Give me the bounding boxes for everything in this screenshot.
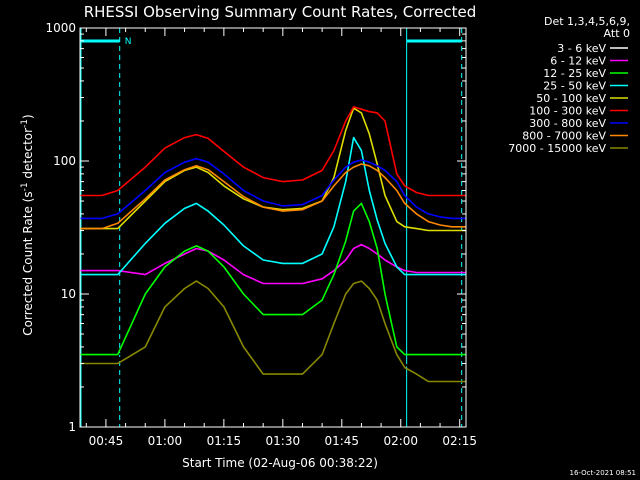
legend-entry-label: 3 - 6 keV <box>557 42 606 55</box>
series-line-25-50-kev <box>80 136 466 276</box>
legend-entry-label: 25 - 50 keV <box>543 80 606 93</box>
x-tick-label: 01:00 <box>148 434 183 448</box>
legend-entry-label: 50 - 100 keV <box>536 92 606 105</box>
series-lines <box>80 106 466 383</box>
y-axis-label-main: Corrected Count Rate (s <box>21 191 35 335</box>
series-line-12-25-kev <box>80 202 466 356</box>
x-tick-label: 00:45 <box>89 434 124 448</box>
y-tick-label: 10 <box>61 287 76 301</box>
legend-entry-label: 6 - 12 keV <box>550 55 606 68</box>
y-axis-label-sup2: -1 <box>20 119 30 128</box>
night-label: N <box>125 37 132 47</box>
y-tick-label: 1 <box>68 420 76 434</box>
chart-title: RHESSI Observing Summary Count Rates, Co… <box>84 3 477 21</box>
y-axis-label-end: ) <box>21 114 35 119</box>
legend-entry-label: 12 - 25 keV <box>543 67 606 80</box>
y-axis: 1 10 100 1000 <box>45 21 466 434</box>
x-tick-label: 01:15 <box>207 434 242 448</box>
legend-entry-label: 800 - 7000 keV <box>522 130 606 143</box>
series-line-300-800-kev <box>80 157 466 220</box>
legend-entry-label: 300 - 800 keV <box>529 117 606 130</box>
series-line-50-100-kev <box>80 107 466 232</box>
legend-header-line-2: Att 0 <box>604 27 630 40</box>
y-axis-label-sup1: -1 <box>20 182 30 191</box>
legend-entry-label: 100 - 300 keV <box>529 105 606 118</box>
x-tick-label: 02:15 <box>442 434 477 448</box>
x-axis: 00:45 01:00 01:15 01:30 01:45 02:00 02:15 <box>85 28 477 448</box>
y-axis-label-mid: detector <box>21 128 35 183</box>
series-line-7000-15000-kev <box>80 280 466 383</box>
plot-frame <box>79 27 467 428</box>
x-tick-label: 02:00 <box>383 434 418 448</box>
x-axis-label: Start Time (02-Aug-06 00:38:22) <box>182 456 378 470</box>
footer-timestamp: 16-Oct-2021 08:51 <box>570 469 636 477</box>
y-tick-label: 1000 <box>45 21 76 35</box>
x-tick-label: 01:30 <box>266 434 301 448</box>
x-tick-label: 01:45 <box>324 434 359 448</box>
y-axis-label: Corrected Count Rate (s-1 detector-1) <box>20 114 35 335</box>
y-tick-label: 100 <box>53 154 76 168</box>
legend-header-line-1: Det 1,3,4,5,6,9, <box>544 15 630 28</box>
series-line-800-7000-kev <box>80 163 466 230</box>
legend-entry-label: 7000 - 15000 keV <box>508 142 606 155</box>
series-line-100-300-kev <box>80 106 466 197</box>
